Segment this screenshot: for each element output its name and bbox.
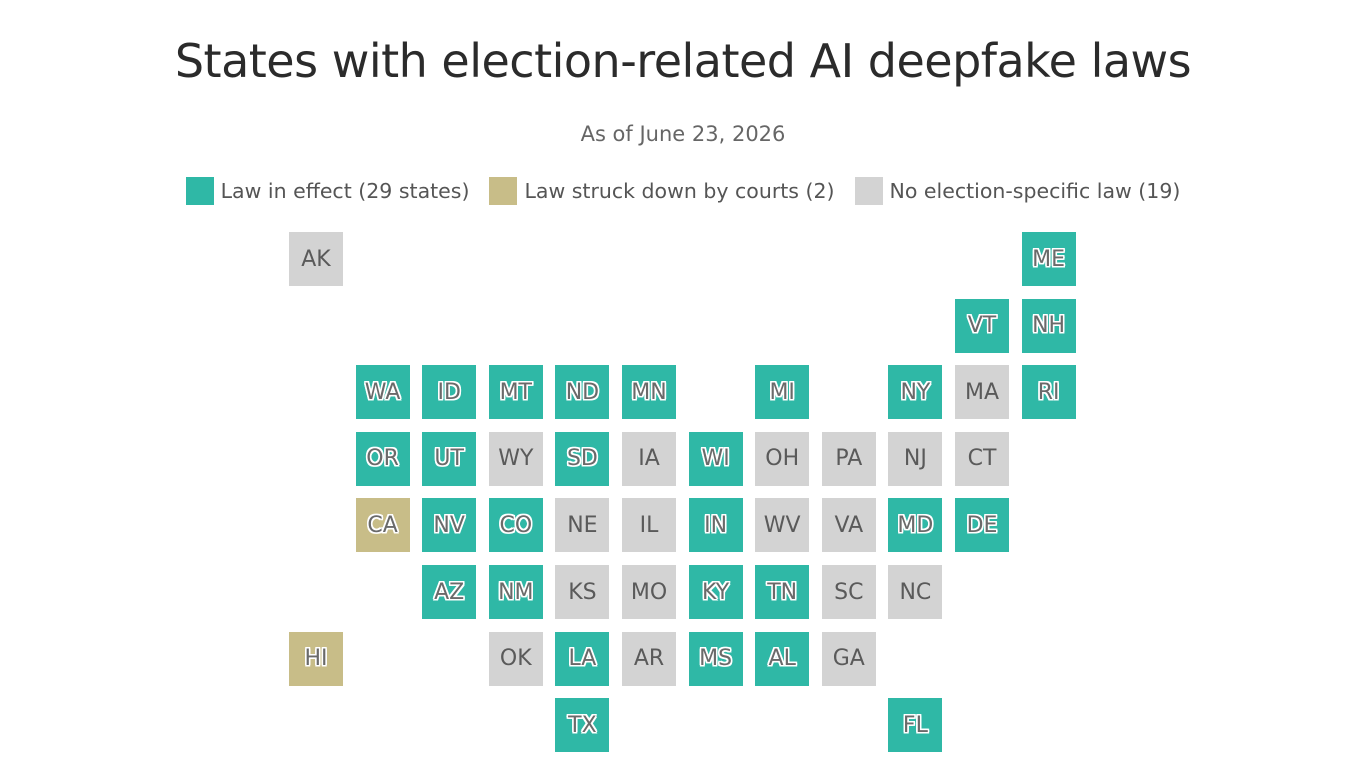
state-tile-la: LA xyxy=(555,631,610,686)
state-tile-il: IL xyxy=(622,498,676,553)
state-tile-me: ME xyxy=(1021,232,1076,286)
state-tile-tn: TN xyxy=(755,565,810,619)
state-tile-al: AL xyxy=(755,631,810,686)
state-tile-sd: SD xyxy=(555,431,610,486)
state-tile-nj: NJ xyxy=(888,431,943,486)
state-tile-ak: AK xyxy=(289,232,343,286)
legend-item-struck: Law struck down by courts (2) xyxy=(489,177,835,205)
state-tile-wa: WA xyxy=(355,365,410,420)
map-title: States with election-related AI deepfake… xyxy=(174,34,1192,88)
state-tile-mn: MN xyxy=(622,365,676,420)
state-tile-ia: IA xyxy=(622,431,676,486)
state-tile-ks: KS xyxy=(555,565,610,619)
state-tile-ut: UT xyxy=(422,431,477,486)
state-tile-mi: MI xyxy=(755,365,810,420)
state-tile-id: ID xyxy=(422,365,477,420)
state-tile-tx: TX xyxy=(555,698,610,753)
state-tile-mo: MO xyxy=(622,565,676,619)
state-tile-md: MD xyxy=(888,498,943,553)
legend-label-effect: Law in effect (29 states) xyxy=(220,179,470,203)
state-tile-ct: CT xyxy=(955,431,1009,486)
state-tile-nc: NC xyxy=(888,565,943,619)
state-tile-in: IN xyxy=(688,498,743,553)
state-tile-de: DE xyxy=(955,498,1009,553)
state-tile-ma: MA xyxy=(955,365,1009,420)
state-tile-co: CO xyxy=(488,498,543,553)
state-tile-wv: WV xyxy=(755,498,810,553)
legend-item-none: No election-specific law (19) xyxy=(854,177,1181,205)
legend-label-struck: Law struck down by courts (2) xyxy=(524,179,835,203)
state-tile-nh: NH xyxy=(1021,298,1076,353)
state-tile-ga: GA xyxy=(821,631,876,686)
legend-item-effect: Law in effect (29 states) xyxy=(185,177,470,205)
state-tile-hi: HI xyxy=(289,631,343,686)
state-tile-wy: WY xyxy=(488,431,543,486)
state-tile-ar: AR xyxy=(622,631,676,686)
state-tile-fl: FL xyxy=(888,698,943,753)
legend-label-none: No election-specific law (19) xyxy=(889,179,1181,203)
state-tile-ky: KY xyxy=(688,565,743,619)
state-tile-pa: PA xyxy=(821,431,876,486)
state-tile-mt: MT xyxy=(488,365,543,420)
state-tile-nv: NV xyxy=(422,498,477,553)
state-tile-ca: CA xyxy=(355,498,410,553)
state-tile-sc: SC xyxy=(821,565,876,619)
legend: Law in effect (29 states) Law struck dow… xyxy=(0,177,1366,205)
state-tile-or: OR xyxy=(355,431,410,486)
state-tile-oh: OH xyxy=(755,431,810,486)
state-tile-az: AZ xyxy=(422,565,477,619)
state-tile-ri: RI xyxy=(1021,365,1076,420)
state-tile-nm: NM xyxy=(488,565,543,619)
state-tile-va: VA xyxy=(821,498,876,553)
state-tile-vt: VT xyxy=(955,298,1009,353)
map-subtitle: As of June 23, 2026 xyxy=(580,122,786,146)
state-tile-ny: NY xyxy=(888,365,943,420)
legend-swatch-struck xyxy=(489,177,518,205)
state-tile-ne: NE xyxy=(555,498,610,553)
state-tile-nd: ND xyxy=(555,365,610,420)
state-tile-wi: WI xyxy=(688,431,743,486)
state-tile-ms: MS xyxy=(688,631,743,686)
legend-swatch-none xyxy=(854,177,883,205)
state-tile-ok: OK xyxy=(488,631,543,686)
legend-swatch-effect xyxy=(185,177,214,205)
